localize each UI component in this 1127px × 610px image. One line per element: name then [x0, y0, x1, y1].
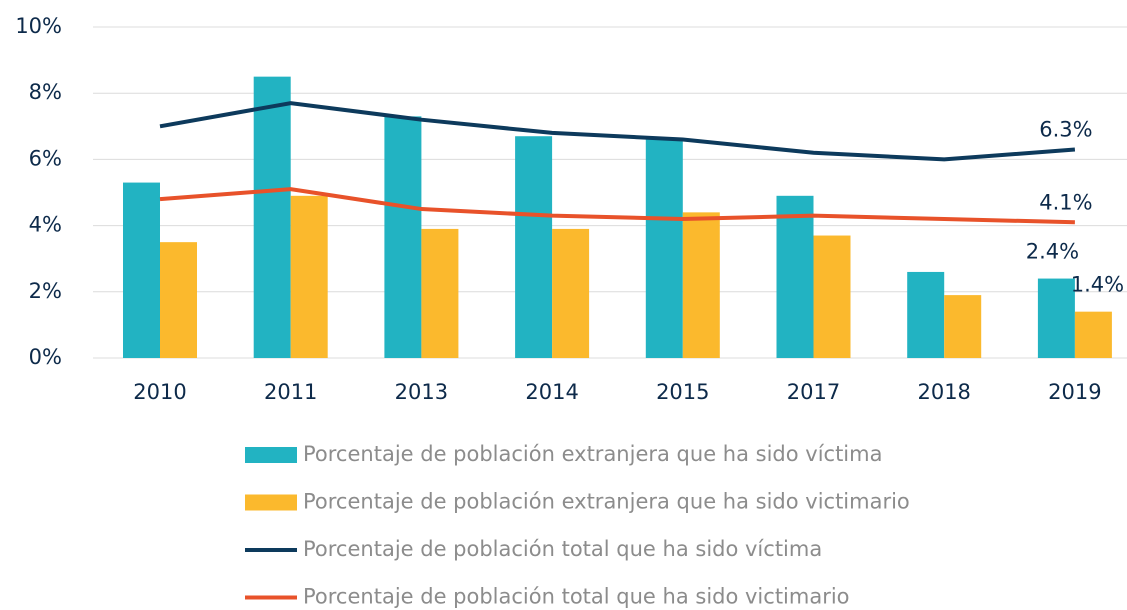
bar — [1037, 278, 1075, 358]
data-label: 6.3% — [1039, 117, 1092, 141]
bar — [776, 195, 814, 358]
legend-label: Porcentaje de población extranjera que h… — [303, 490, 910, 514]
line — [159, 187, 1075, 225]
bar — [123, 182, 160, 358]
bar — [160, 242, 197, 358]
y-tick-label: 4% — [29, 213, 62, 237]
data-label: 1.4% — [1071, 273, 1124, 297]
bar — [682, 212, 720, 358]
x-tick-label: 2011 — [264, 380, 317, 404]
bar — [645, 139, 683, 358]
bar — [290, 195, 328, 358]
x-tick-label: 2017 — [787, 380, 840, 404]
bar — [907, 271, 945, 358]
y-tick-label: 10% — [15, 14, 62, 38]
y-tick-label: 0% — [29, 345, 62, 369]
bar — [944, 295, 982, 358]
y-tick-label: 8% — [29, 80, 62, 104]
legend-label: Porcentaje de población extranjera que h… — [303, 442, 882, 466]
bar — [1074, 311, 1112, 358]
bar — [515, 136, 553, 358]
data-label: 4.1% — [1039, 190, 1092, 214]
legend-label: Porcentaje de población total que ha sid… — [303, 537, 822, 561]
y-tick-label: 6% — [29, 146, 62, 170]
line — [159, 101, 1076, 162]
x-tick-label: 2015 — [656, 380, 709, 404]
bar — [813, 235, 851, 358]
x-tick-label: 2018 — [917, 380, 970, 404]
x-tick-label: 2013 — [395, 380, 448, 404]
y-tick-label: 2% — [29, 279, 62, 303]
bar — [384, 116, 422, 359]
bar — [421, 228, 459, 358]
x-tick-label: 2010 — [133, 380, 186, 404]
legend-label: Porcentaje de población total que ha sid… — [303, 585, 850, 609]
legend-swatch — [245, 494, 297, 511]
x-tick-label: 2014 — [525, 380, 578, 404]
legend-swatch — [245, 447, 297, 463]
data-label: 2.4% — [1026, 240, 1079, 264]
x-tick-label: 2019 — [1048, 380, 1101, 404]
bar — [253, 76, 291, 359]
bar — [552, 228, 590, 358]
